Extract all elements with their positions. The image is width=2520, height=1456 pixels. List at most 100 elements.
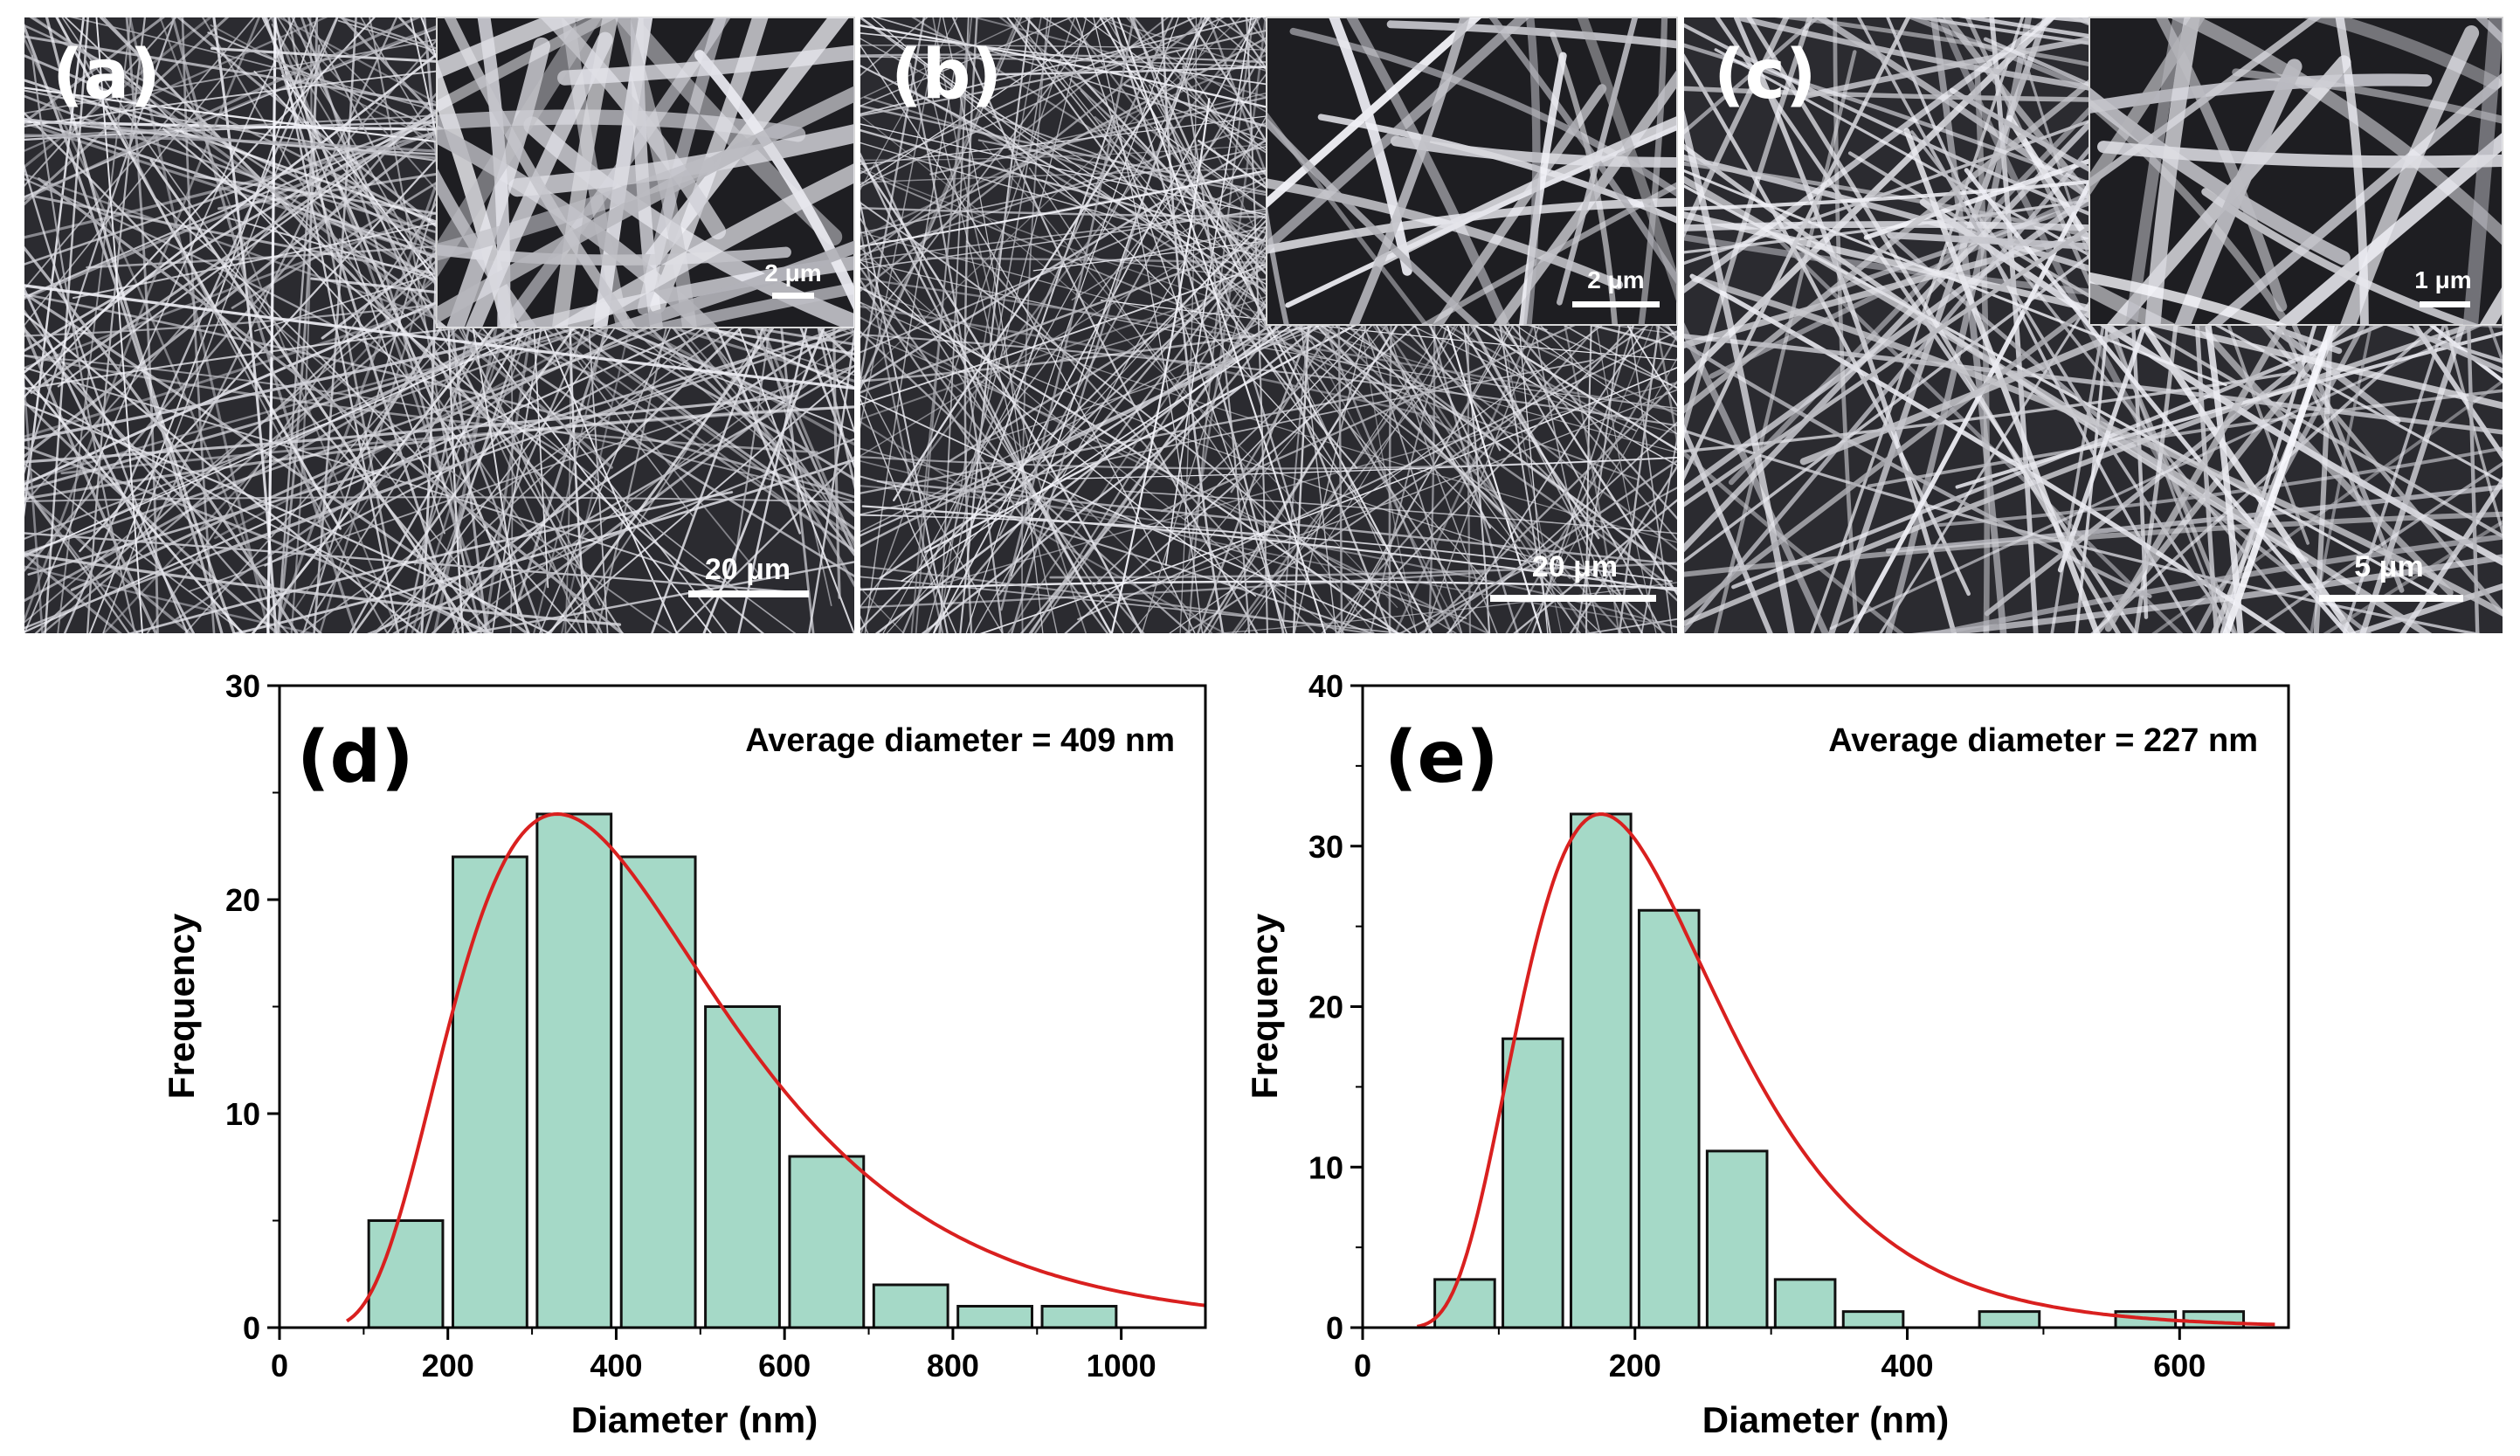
fiber-strand — [1067, 17, 1571, 579]
histogram-bar — [1978, 1310, 2041, 1328]
fiber-strand — [1684, 109, 1795, 633]
fiber-strand — [863, 17, 1357, 237]
y-axis-title-d: Frequency — [161, 913, 202, 1099]
fiber-strand — [860, 420, 1227, 633]
fiber-strand — [24, 376, 44, 633]
fiber-strand — [860, 580, 1677, 591]
fiber-strand — [24, 373, 245, 633]
histogram-bar — [535, 812, 613, 1328]
fiber-strand — [1833, 17, 1860, 633]
histogram-bar — [1773, 1278, 1837, 1328]
fiber-strand — [2089, 17, 2206, 197]
fiber-strand — [860, 17, 1103, 339]
fiber-strand — [1267, 197, 1677, 254]
fiber-strand — [2155, 17, 2244, 633]
fiber-strand — [444, 17, 637, 328]
fiber-strand — [266, 17, 277, 633]
fit-curve-e — [1416, 812, 2275, 1328]
y-axis-title-e: Frequency — [1244, 913, 1285, 1099]
fiber-strand — [860, 375, 1004, 633]
fiber-strand — [24, 17, 459, 505]
fiber-strand — [1374, 115, 1677, 267]
fiber-strand — [860, 17, 1308, 251]
fiber-strand — [1267, 111, 1429, 325]
y-tick-label: 10 — [225, 1096, 260, 1132]
inset-fiber-network-b — [1267, 17, 1677, 325]
fiber-strand — [950, 17, 1052, 586]
fiber-strand — [365, 437, 854, 633]
y-tick-label: 0 — [1326, 1310, 1343, 1346]
fiber-strand — [24, 17, 328, 152]
fiber-strand — [1179, 17, 1198, 633]
fiber-strand — [1746, 17, 2121, 633]
fiber-strand — [1524, 357, 1677, 633]
fiber-strand — [24, 445, 491, 633]
fiber-strand — [45, 17, 236, 633]
fiber-strand — [860, 17, 1326, 117]
fiber-strand — [1684, 211, 2503, 410]
fiber-strand — [24, 552, 622, 626]
fiber-strand — [1267, 117, 1481, 325]
fiber-strand — [24, 112, 491, 633]
fiber-strand — [1419, 459, 1677, 633]
fiber-strand — [874, 162, 1113, 633]
fiber-strand — [1186, 17, 1492, 529]
x-tick-label: 800 — [927, 1348, 979, 1384]
fiber-strand — [463, 561, 854, 633]
fiber-strand — [24, 163, 189, 633]
fiber-strand — [2399, 476, 2503, 633]
fiber-strand — [1267, 178, 1624, 290]
fiber-strand — [1550, 31, 1619, 325]
fiber-strand — [431, 213, 854, 633]
x-tick-label: 600 — [2153, 1348, 2206, 1384]
fiber-strand — [24, 355, 853, 502]
fiber-strand — [939, 17, 970, 633]
panel-label-c: (c) — [1714, 36, 1817, 114]
fiber-strand — [1964, 168, 2350, 633]
fiber-strand — [1728, 17, 2182, 486]
plot-frame-e — [1361, 684, 2290, 1329]
fiber-strand — [202, 17, 601, 633]
fiber-strand — [149, 158, 474, 633]
fiber-strand — [85, 59, 389, 633]
fiber-strand — [2323, 520, 2503, 633]
fiber-strand — [860, 301, 1625, 586]
fiber-strand — [1684, 342, 2152, 598]
fiber-strand — [1493, 69, 1677, 325]
inset-scale-bar-c — [2420, 301, 2470, 307]
fiber-strand — [860, 17, 1210, 293]
fiber-strand — [2359, 189, 2503, 633]
fiber-strand — [24, 486, 130, 633]
fiber-strand — [2247, 461, 2503, 633]
fiber-strand — [2089, 98, 2293, 325]
fiber-strand — [410, 17, 520, 616]
fiber-strand — [1011, 17, 1203, 633]
fiber-strand — [1903, 128, 2100, 633]
fiber-strand — [37, 177, 625, 633]
fiber-strand — [24, 354, 818, 454]
fiber-strand — [1798, 17, 2233, 100]
fiber-strand — [1049, 562, 1677, 579]
fiber-strand — [1886, 17, 2198, 633]
fiber-strand — [24, 17, 165, 124]
fiber-strand — [1974, 63, 1991, 633]
fiber-strand — [1321, 235, 1677, 633]
fiber-strand — [1577, 17, 1677, 304]
fiber-strand — [1182, 66, 1251, 633]
fiber-strand — [102, 17, 339, 633]
fiber-strand — [1255, 17, 1463, 633]
fiber-strand — [1569, 465, 1677, 633]
y-tick-label: 20 — [225, 882, 260, 918]
fiber-strand — [24, 17, 273, 327]
fiber-strand — [24, 399, 280, 633]
histogram-chart-e: 0 200 400 600 0 10 20 30 40 (e) Average diameter… — [1244, 668, 2290, 1440]
sem-panel-a: (a) 20 μm 2 μm — [24, 17, 855, 633]
inset-fiber-network-c — [2089, 17, 2503, 325]
panel-label-a: (a) — [52, 36, 161, 114]
fiber-strand — [24, 331, 580, 540]
fiber-strand — [1867, 389, 2503, 488]
fiber-strand — [1386, 20, 1677, 49]
fiber-strand — [1684, 429, 2481, 633]
fiber-strand — [1523, 17, 1541, 325]
fiber-strand — [1161, 17, 1225, 633]
